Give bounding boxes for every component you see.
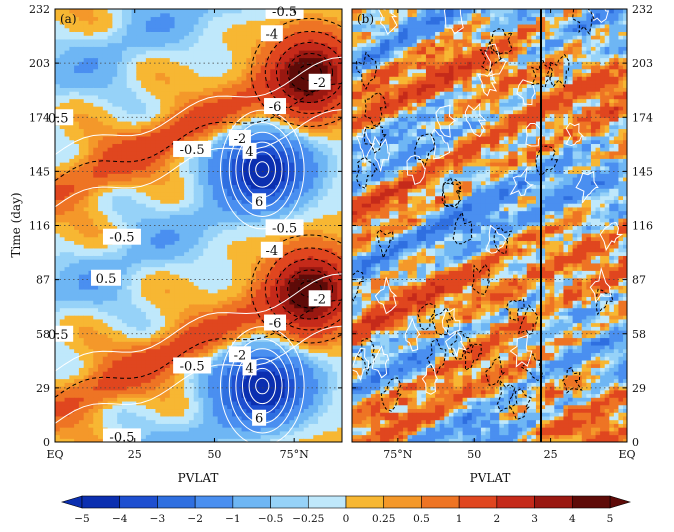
colorbar-tick-label: 2 <box>494 513 501 525</box>
colorbar-tick-label: −1 <box>225 513 240 525</box>
y-tick-label: 203 <box>632 57 653 70</box>
y-tick-label: 116 <box>29 220 50 233</box>
colorbar-segment <box>421 495 460 509</box>
colorbar-tick-label: 3 <box>531 513 538 525</box>
panel-a-ylabel: Time (day) <box>9 192 23 257</box>
colorbar-tick-label: 4 <box>569 513 576 525</box>
contour-label: 4 <box>242 142 257 160</box>
contour-label: 0.5 <box>91 269 122 287</box>
contour-label: -0.5 <box>265 219 304 236</box>
x-tick-label: EQ <box>46 448 63 461</box>
y-tick-label: 145 <box>632 165 653 178</box>
colorbar-segment <box>157 495 196 509</box>
colorbar-segment <box>194 495 234 509</box>
colorbar-segment <box>81 495 121 509</box>
y-tick-label: 87 <box>632 274 646 287</box>
panel-b-field <box>352 9 627 442</box>
colorbar-segment <box>345 495 385 509</box>
colorbar-segment <box>383 495 422 509</box>
colorbar: −5 −4 −3 −2 −1 −0.5 −0.25 0 0.25 0.5 1 2 3 4 5 <box>60 495 632 525</box>
panel-b-xlabel: PVLAT <box>470 471 511 485</box>
panel-a: -0.5-4-2-6-0.5-246-0.50.50.5-0.5-4-2-6-0… <box>9 2 343 485</box>
colorbar-tick-label: −0.5 <box>258 513 284 525</box>
contour-label: -4 <box>260 25 283 42</box>
contour-label: -6 <box>264 98 287 115</box>
colorbar-tick-label: −0.25 <box>292 513 324 525</box>
y-tick-label: 232 <box>29 3 50 16</box>
y-tick-label: 116 <box>632 220 653 233</box>
panel-b-gridlines <box>352 62 627 389</box>
y-tick-label: 29 <box>36 382 50 395</box>
y-tick-label: 174 <box>29 111 50 124</box>
y-tick-label: 0 <box>43 436 50 449</box>
y-tick-label: 58 <box>632 328 646 341</box>
y-tick-label: 203 <box>29 57 50 70</box>
colorbar-tick-label: 0 <box>343 513 350 525</box>
panel-b-axes: 0 29 58 87 116 145 174 203 232 75°N 50 25 EQ <box>352 3 653 461</box>
contour-label: -2 <box>308 290 331 307</box>
x-tick-label: 25 <box>544 448 558 461</box>
contour-label: -0.5 <box>265 2 304 20</box>
colorbar-segment <box>571 495 611 509</box>
colorbar-segment <box>458 495 498 509</box>
panel-a-axes: 0 29 58 87 116 145 174 203 232 EQ 25 50 75°N <box>29 3 342 461</box>
contour-label: 4 <box>242 359 257 376</box>
colorbar-tick-label: 5 <box>607 513 614 525</box>
y-tick-label: 87 <box>36 274 50 287</box>
contour-label: -6 <box>264 314 287 332</box>
panel-b: (b) 0 29 58 87 116 145 174 203 232 75°N 50 25 EQ PVL… <box>351 3 653 485</box>
x-tick-label: 75°N <box>383 448 412 461</box>
colorbar-extend-low <box>60 495 83 509</box>
contour-label: -4 <box>260 241 283 259</box>
y-tick-label: 232 <box>632 3 653 16</box>
colorbar-tick-label: −2 <box>187 513 202 525</box>
contour-label: 6 <box>252 193 267 210</box>
contour-label: 6 <box>252 409 267 427</box>
contour-label: -0.5 <box>102 428 141 445</box>
contour-label: -0.5 <box>102 228 141 246</box>
colorbar-segment <box>534 495 573 509</box>
panel-b-label: (b) <box>357 12 374 26</box>
contour-label: -0.5 <box>173 357 212 374</box>
y-tick-label: 0 <box>632 436 639 449</box>
colorbar-segment <box>307 495 347 509</box>
y-tick-label: 145 <box>29 165 50 178</box>
contour-label: -2 <box>308 73 331 91</box>
panel-b-contours <box>352 9 624 420</box>
x-tick-label: 50 <box>207 448 221 461</box>
colorbar-segment <box>270 495 309 509</box>
x-tick-label: 75°N <box>280 448 309 461</box>
x-tick-label: EQ <box>618 448 635 461</box>
colorbar-tick-label: 1 <box>456 513 463 525</box>
colorbar-tick-label: −3 <box>150 513 165 525</box>
colorbar-tick-label: −4 <box>112 513 128 525</box>
colorbar-segment <box>119 495 158 509</box>
colorbar-tick-label: −5 <box>74 513 89 525</box>
x-tick-label: 50 <box>467 448 481 461</box>
y-tick-label: 58 <box>36 328 50 341</box>
panel-a-xlabel: PVLAT <box>178 471 219 485</box>
panel-a-label: (a) <box>60 12 77 26</box>
colorbar-extend-high <box>609 495 632 509</box>
colorbar-segment <box>496 495 535 509</box>
colorbar-segment <box>232 495 271 509</box>
colorbar-tick-label: 0.25 <box>372 513 395 525</box>
colorbar-tick-label: 0.5 <box>413 513 430 525</box>
y-tick-label: 29 <box>632 382 646 395</box>
x-tick-label: 25 <box>128 448 142 461</box>
y-tick-label: 174 <box>632 111 653 124</box>
contour-label: -0.5 <box>173 140 212 158</box>
